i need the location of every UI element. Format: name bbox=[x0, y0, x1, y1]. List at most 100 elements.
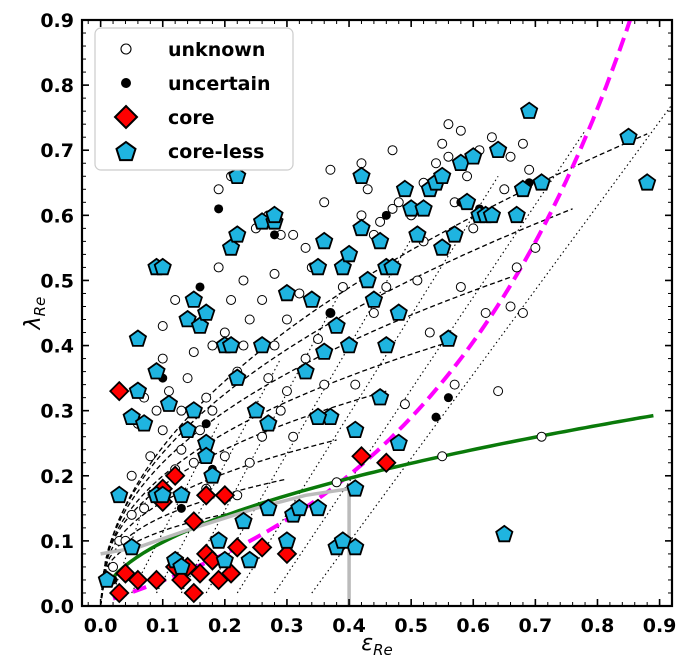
unknown-marker bbox=[455, 125, 466, 136]
core-less-marker bbox=[383, 257, 402, 276]
core-less-marker bbox=[482, 205, 502, 224]
unknown-marker bbox=[176, 444, 187, 455]
core-less-marker bbox=[364, 290, 384, 308]
unknown-marker bbox=[300, 353, 311, 364]
core-marker bbox=[127, 569, 149, 591]
x-tick-label: 0.0 bbox=[84, 615, 118, 637]
core-less-marker bbox=[221, 335, 241, 354]
x-tick-label: 0.4 bbox=[332, 615, 366, 637]
unknown-marker bbox=[201, 392, 212, 403]
unknown-marker bbox=[468, 223, 479, 234]
unknown-marker bbox=[486, 132, 497, 143]
unknown-marker bbox=[157, 353, 168, 364]
core-marker bbox=[108, 380, 130, 402]
core-less-marker bbox=[221, 238, 241, 256]
legend-label-core-less: core-less bbox=[168, 141, 264, 163]
core-less-marker bbox=[259, 498, 278, 517]
unknown-marker bbox=[505, 151, 516, 162]
axis-tick-labels: 0.0 0.1 0.2 0.3 0.4 0.5 0.6 0.7 0.8 0.9 0.0 0.1 0.2 0… bbox=[40, 10, 676, 637]
core-less-marker bbox=[339, 335, 359, 354]
unknown-marker bbox=[399, 399, 410, 410]
core-marker bbox=[220, 563, 242, 584]
unknown-marker bbox=[219, 451, 230, 462]
y-tick-label: 0.1 bbox=[40, 531, 74, 553]
x-tick-label: 0.1 bbox=[146, 615, 180, 637]
y-tick-label: 0.5 bbox=[40, 270, 74, 292]
core-less-marker bbox=[352, 218, 371, 237]
isotropy-curve bbox=[99, 478, 288, 606]
core-less-marker bbox=[377, 335, 396, 354]
core-less-marker bbox=[128, 329, 148, 347]
core-less-marker bbox=[315, 231, 334, 250]
unknown-marker bbox=[139, 503, 150, 514]
core-less-marker bbox=[128, 381, 148, 399]
unknown-marker bbox=[449, 379, 460, 390]
core-less-marker bbox=[308, 407, 328, 425]
unknown-marker bbox=[257, 431, 268, 442]
core-marker bbox=[164, 465, 186, 487]
y-tick-label: 0.7 bbox=[40, 140, 74, 162]
core-less-marker bbox=[346, 479, 365, 497]
y-tick-label: 0.9 bbox=[40, 10, 74, 32]
core-less-marker bbox=[215, 550, 234, 569]
unknown-marker bbox=[455, 281, 466, 292]
core-less-marker bbox=[184, 290, 203, 308]
x-tick-label: 0.7 bbox=[519, 615, 553, 637]
core-less-marker bbox=[302, 290, 321, 308]
core-less-marker bbox=[172, 557, 191, 575]
core-marker bbox=[189, 563, 211, 584]
core-less-marker bbox=[513, 179, 533, 198]
unknown-marker bbox=[244, 457, 255, 468]
isotropy-curve bbox=[99, 208, 573, 606]
y-tick-label: 0.8 bbox=[40, 75, 74, 97]
legend: unknown uncertain core core-less bbox=[94, 27, 294, 171]
core-less-marker bbox=[408, 225, 427, 243]
core-marker bbox=[183, 511, 205, 532]
core-less-marker bbox=[638, 173, 657, 191]
uncertain-marker bbox=[443, 393, 453, 403]
core-less-marker bbox=[172, 485, 191, 504]
unknown-marker bbox=[288, 431, 299, 442]
unknown-marker bbox=[269, 340, 280, 351]
x-tick-label: 0.2 bbox=[208, 615, 242, 637]
unknown-marker bbox=[431, 158, 441, 169]
unknown-marker bbox=[244, 314, 255, 325]
core-less-marker bbox=[488, 140, 508, 158]
core-less-marker bbox=[252, 335, 272, 354]
unknown-marker bbox=[524, 164, 535, 175]
unknown-marker bbox=[170, 294, 181, 305]
unknown-marker bbox=[145, 451, 156, 462]
core-less-marker bbox=[358, 270, 377, 289]
core-less-marker bbox=[277, 531, 297, 549]
core-less-marker bbox=[339, 244, 359, 263]
core-less-marker bbox=[234, 511, 253, 530]
x-tick-label: 0.5 bbox=[394, 615, 428, 637]
data-markers bbox=[97, 101, 657, 604]
unknown-marker bbox=[493, 386, 504, 397]
unknown-marker bbox=[157, 321, 168, 332]
core-less-marker bbox=[246, 401, 266, 419]
uncertain-marker bbox=[176, 503, 186, 513]
core-less-marker bbox=[147, 361, 166, 380]
core-marker bbox=[146, 569, 167, 591]
legend-label-uncertain: uncertain bbox=[168, 73, 271, 95]
unknown-marker bbox=[331, 477, 342, 488]
core-less-marker bbox=[507, 205, 526, 224]
unknown-marker bbox=[443, 151, 454, 162]
unknown-marker bbox=[108, 561, 119, 572]
unknown-marker bbox=[238, 275, 249, 286]
isotropy-curve bbox=[99, 276, 511, 606]
core-less-marker bbox=[346, 420, 365, 438]
inclination-curve bbox=[274, 130, 586, 594]
core-less-marker bbox=[296, 361, 315, 380]
core-less-marker bbox=[619, 127, 638, 145]
unknown-marker bbox=[424, 327, 435, 338]
uncertain-marker bbox=[201, 419, 211, 429]
unknown-marker bbox=[269, 268, 280, 279]
unknown-marker bbox=[195, 425, 205, 436]
legend-marker-core-less bbox=[115, 140, 137, 162]
core-less-marker bbox=[333, 531, 352, 549]
unknown-marker bbox=[319, 379, 330, 390]
legend-label-unknown: unknown bbox=[168, 39, 265, 61]
